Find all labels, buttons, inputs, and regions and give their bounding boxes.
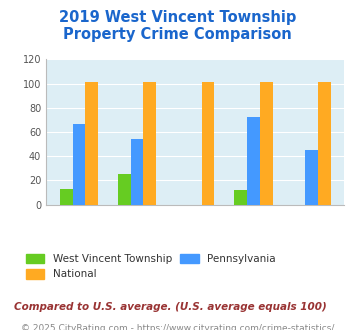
Bar xyxy=(318,82,331,205)
Bar xyxy=(118,174,131,205)
Bar xyxy=(85,82,98,205)
Bar xyxy=(60,189,72,205)
Bar xyxy=(72,123,85,205)
Legend: West Vincent Township, National, Pennsylvania: West Vincent Township, National, Pennsyl… xyxy=(22,249,280,283)
Bar xyxy=(202,82,214,205)
Text: Compared to U.S. average. (U.S. average equals 100): Compared to U.S. average. (U.S. average … xyxy=(14,302,327,312)
Text: © 2025 CityRating.com - https://www.cityrating.com/crime-statistics/: © 2025 CityRating.com - https://www.city… xyxy=(21,324,334,330)
Bar xyxy=(247,117,260,205)
Bar xyxy=(260,82,273,205)
Bar xyxy=(143,82,156,205)
Bar xyxy=(305,150,318,205)
Text: 2019 West Vincent Township
Property Crime Comparison: 2019 West Vincent Township Property Crim… xyxy=(59,10,296,42)
Bar xyxy=(131,139,143,205)
Bar xyxy=(234,190,247,205)
